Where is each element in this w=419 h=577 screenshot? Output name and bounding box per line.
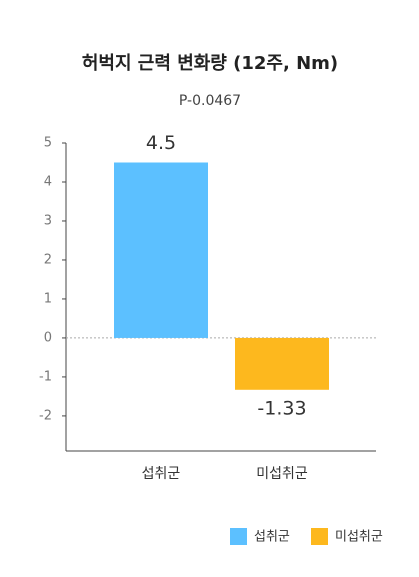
legend-label: 미섭취군 [335, 530, 383, 545]
bar [114, 162, 208, 338]
value-label: -1.33 [257, 397, 306, 419]
x-tick-label: 미섭취군 [256, 466, 308, 482]
y-tick-label: -2 [39, 408, 52, 423]
value-label: 4.5 [146, 132, 176, 154]
y-tick-label: 3 [44, 213, 52, 228]
legend-swatch [230, 528, 247, 545]
y-tick-label: -1 [39, 369, 52, 384]
y-tick-label: 0 [44, 330, 52, 345]
y-tick-label: 2 [44, 252, 52, 267]
legend-label: 섭취군 [254, 530, 290, 545]
y-tick-label: 1 [44, 291, 52, 306]
legend-swatch [311, 528, 328, 545]
chart-subtitle: P-0.0467 [179, 93, 241, 109]
bar [235, 337, 329, 390]
y-tick-label: 5 [44, 136, 52, 151]
y-tick-label: 4 [44, 174, 52, 189]
x-tick-label: 섭취군 [142, 466, 181, 482]
chart-title: 허벅지 근력 변화량 (12주, Nm) [82, 53, 338, 74]
